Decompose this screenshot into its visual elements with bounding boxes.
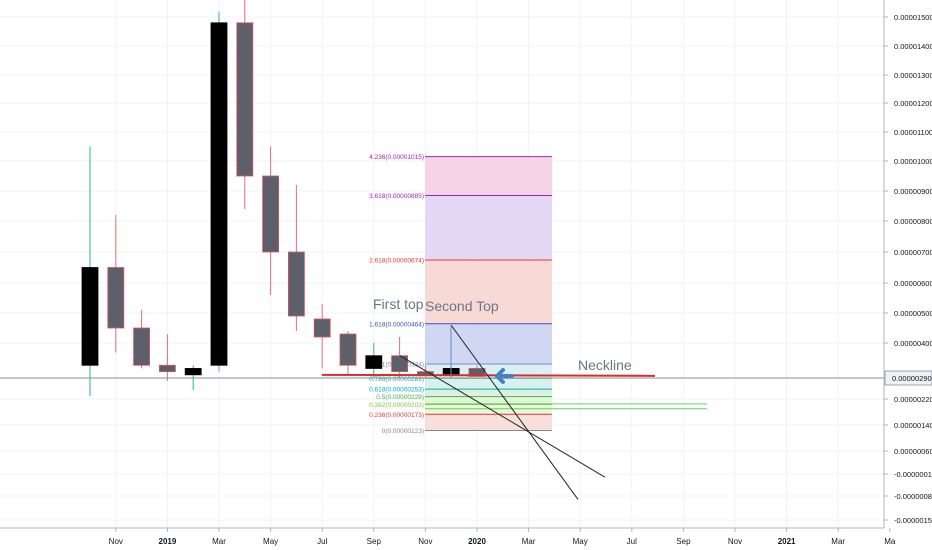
- x-tick-label-7: 2020: [468, 537, 486, 546]
- trendline-1: [399, 355, 606, 478]
- fib-band-0.236: [425, 414, 552, 431]
- x-tick-label-11: Sep: [676, 537, 691, 546]
- y-tick-label-0: 0.00001500: [894, 13, 932, 22]
- fib-label-0: 0(0.00000123): [382, 428, 424, 435]
- y-tick-label-9: 0.00000600: [894, 279, 932, 288]
- x-tick-label-15: Ma: [884, 537, 896, 546]
- candle-body-2018-11: [107, 267, 125, 329]
- fib-label-1.618: 1.618(0.00000464): [369, 321, 424, 328]
- fib-band-0.382: [425, 404, 552, 415]
- x-tick-label-2: Mar: [212, 537, 226, 546]
- x-axis[interactable]: Nov 2019 Mar May Jul Sep Nov 2020 Mar May Jul Sep No…: [0, 527, 896, 546]
- fib-band-1.618: [425, 323, 552, 364]
- neckline-label: Neckline: [578, 357, 632, 373]
- candle-body-2019-03: [210, 22, 228, 366]
- y-tick-label-11: 0.00000400: [894, 339, 932, 348]
- arrow-icon: [495, 368, 514, 384]
- x-tick-label-5: Sep: [367, 537, 382, 546]
- y-tick-label-2: 0.00001300: [894, 71, 932, 80]
- x-tick-label-13: 2021: [778, 537, 796, 546]
- fib-band-0.618: [425, 389, 552, 397]
- x-tick-label-10: Jul: [627, 537, 637, 546]
- y-axis[interactable]: 0.00001500 0.00001400 0.00001300 0.00001200…: [883, 0, 932, 528]
- fib-band-2.618: [425, 260, 552, 324]
- candles: [81, 0, 486, 396]
- fibonacci-extension: 4.236(0.00001015) 3.618(0.00000885) 2.618(…: [369, 154, 552, 435]
- candle-body-2019-01: [158, 364, 176, 373]
- fib-label-0.236: 0.236(0.00000173): [369, 412, 424, 419]
- x-tick-label-4: Jul: [317, 537, 327, 546]
- second-top-label: Second Top: [425, 298, 499, 314]
- y-tick-label-10: 0.00000500: [894, 309, 932, 318]
- y-tick-label-13: 0.00000140: [894, 421, 932, 430]
- candle-body-2019-10: [391, 355, 409, 373]
- fib-band-4.236: [425, 156, 552, 196]
- x-tick-label-1: 2019: [159, 537, 177, 546]
- x-tick-label-6: Nov: [418, 537, 432, 546]
- y-tick-label-7: 0.00000800: [894, 217, 932, 226]
- candle-body-2018-10: [81, 267, 99, 366]
- candle-body-2019-04: [236, 22, 254, 177]
- fib-label-0.382: 0.382(0.00000203): [369, 402, 424, 409]
- x-tick-label-3: May: [263, 537, 278, 546]
- candle-body-2019-09: [365, 355, 383, 369]
- y-tick-label-15: -0.00000010: [894, 470, 932, 479]
- fib-band-3.618: [425, 195, 552, 261]
- fib-band-0.5: [425, 396, 552, 405]
- y-tick-label-16: -0.00000080: [894, 492, 932, 501]
- y-tick-label-5: 0.00001000: [894, 157, 932, 166]
- fib-band-0.786: [425, 378, 552, 390]
- x-tick-label-8: Mar: [522, 537, 536, 546]
- current-price-badge: [884, 370, 932, 386]
- fib-label-2.618: 2.618(0.00000674): [369, 258, 424, 265]
- x-tick-label-12: Nov: [728, 537, 742, 546]
- current-price-label: 0.00000290: [892, 374, 932, 383]
- y-tick-label-6: 0.00000900: [894, 187, 932, 196]
- y-tick-label-1: 0.00001400: [894, 42, 932, 51]
- y-tick-label-4: 0.00001100: [894, 128, 932, 137]
- x-tick-label-14: Mar: [831, 537, 845, 546]
- y-tick-label-3: 0.00001200: [894, 99, 932, 108]
- fib-label-3.618: 3.618(0.00000885): [369, 193, 424, 200]
- candle-body-2019-06: [287, 251, 305, 317]
- y-tick-label-14: 0.00000060: [894, 447, 932, 456]
- drawings: [0, 324, 884, 500]
- fib-label-0.618: 0.618(0.00000253): [369, 387, 424, 394]
- x-tick-label-0: Nov: [109, 537, 123, 546]
- candle-body-2019-05: [262, 175, 280, 253]
- y-tick-label-12: 0.00000220: [894, 395, 932, 404]
- fib-label-0.5: 0.5(0.00000228): [376, 394, 424, 401]
- candle-body-2019-08: [339, 333, 357, 366]
- x-tick-label-9: May: [573, 537, 588, 546]
- trendline-2: [450, 324, 579, 500]
- candle-body-2018-12: [133, 327, 151, 366]
- first-top-label: First top: [373, 296, 424, 312]
- y-tick-label-17: -0.00000150: [894, 516, 932, 525]
- fib-label-4.236: 4.236(0.00001015): [369, 154, 424, 161]
- candle-body-2019-02: [184, 368, 202, 376]
- candle-body-2019-07: [313, 318, 331, 338]
- neckline-line: [321, 373, 656, 377]
- fib-label-0.786: 0.786(0.00000289): [369, 376, 424, 383]
- y-tick-label-8: 0.00000700: [894, 248, 932, 257]
